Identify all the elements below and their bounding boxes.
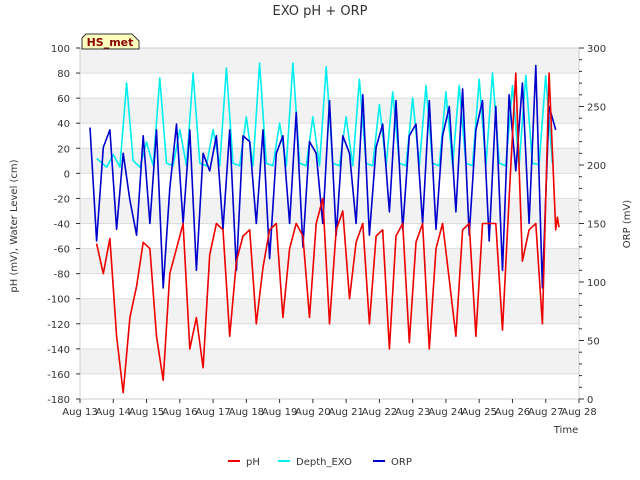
- x-axis-label: Time: [553, 425, 578, 436]
- y-tick-label: -80: [54, 270, 70, 281]
- grid-band: [80, 248, 579, 274]
- x-tick-label: Aug 17: [195, 407, 230, 418]
- y-tick-label: -60: [54, 245, 70, 256]
- legend-label: Depth_EXO: [296, 457, 352, 468]
- x-tick-label: Aug 16: [162, 407, 197, 418]
- grid-band: [80, 73, 579, 99]
- y-tick-label: -120: [47, 320, 70, 331]
- x-tick-label: Aug 24: [428, 407, 463, 418]
- x-tick-label: Aug 18: [229, 407, 264, 418]
- y-tick-label: 0: [64, 169, 70, 180]
- y-tick-label: 20: [57, 144, 70, 155]
- y-axis-right: 0 50 100 150 200 250 300: [579, 44, 606, 406]
- x-tick-label: Aug 28: [561, 407, 596, 418]
- x-tick-label: Aug 15: [129, 407, 164, 418]
- x-tick-label: Aug 25: [461, 407, 496, 418]
- series-line-depth-exo: [96, 62, 554, 168]
- x-tick-label: Aug 23: [395, 407, 430, 418]
- y2-tick-label: 100: [587, 278, 606, 289]
- y-tick-label: 60: [57, 94, 70, 105]
- y2-tick-label: 200: [587, 161, 606, 172]
- grid-band: [80, 373, 579, 399]
- x-tick-label: Aug 13: [62, 407, 97, 418]
- y2-tick-label: 150: [587, 220, 606, 231]
- y-tick-label: -20: [54, 194, 70, 205]
- legend-label: pH: [246, 457, 260, 468]
- x-tick-label: Aug 27: [528, 407, 563, 418]
- grid-band: [80, 198, 579, 224]
- y2-tick-label: 300: [587, 44, 606, 55]
- y-tick-label: -180: [47, 395, 70, 406]
- y-tick-label: 80: [57, 69, 70, 80]
- x-tick-label: Aug 22: [362, 407, 397, 418]
- x-tick-label: Aug 14: [96, 407, 131, 418]
- legend-label: ORP: [391, 457, 412, 468]
- x-tick-label: Aug 19: [262, 407, 297, 418]
- x-tick-label: Aug 26: [495, 407, 530, 418]
- y-tick-label: -100: [47, 295, 70, 306]
- grid-band: [80, 323, 579, 349]
- grid-band: [80, 148, 579, 174]
- x-tick-label: Aug 21: [328, 407, 363, 418]
- y-tick-label: -160: [47, 370, 70, 381]
- y2-axis-label: ORP (mV): [622, 200, 633, 249]
- legend: pH Depth_EXO ORP: [228, 457, 412, 468]
- y-tick-label: -40: [54, 220, 70, 231]
- station-badge: HS_met: [81, 33, 140, 50]
- y2-tick-label: 0: [587, 395, 593, 406]
- chart-title: EXO pH + ORP: [273, 4, 368, 19]
- x-tick-label: Aug 20: [295, 407, 330, 418]
- series-line-orp: [89, 64, 557, 289]
- grid-band: [80, 348, 579, 374]
- grid-band: [80, 48, 579, 74]
- y-tick-label: 40: [57, 119, 70, 130]
- grid-band: [80, 173, 579, 199]
- y-tick-label: -140: [47, 345, 70, 356]
- y-tick-label: 100: [51, 44, 70, 55]
- series-line-ph: [95, 72, 560, 394]
- y-axis-label: pH (mV), Water Level (cm): [9, 159, 20, 292]
- y-axis-left: -180 -160 -140 -120 -100 -80 -60 -40 -20 0 20 40 60 8…: [47, 44, 80, 406]
- badge-label: HS_met: [87, 36, 134, 49]
- series-lines: [89, 62, 560, 394]
- badge-shape: [81, 33, 140, 50]
- y2-tick-label: 50: [587, 337, 600, 348]
- y2-tick-label: 250: [587, 103, 606, 114]
